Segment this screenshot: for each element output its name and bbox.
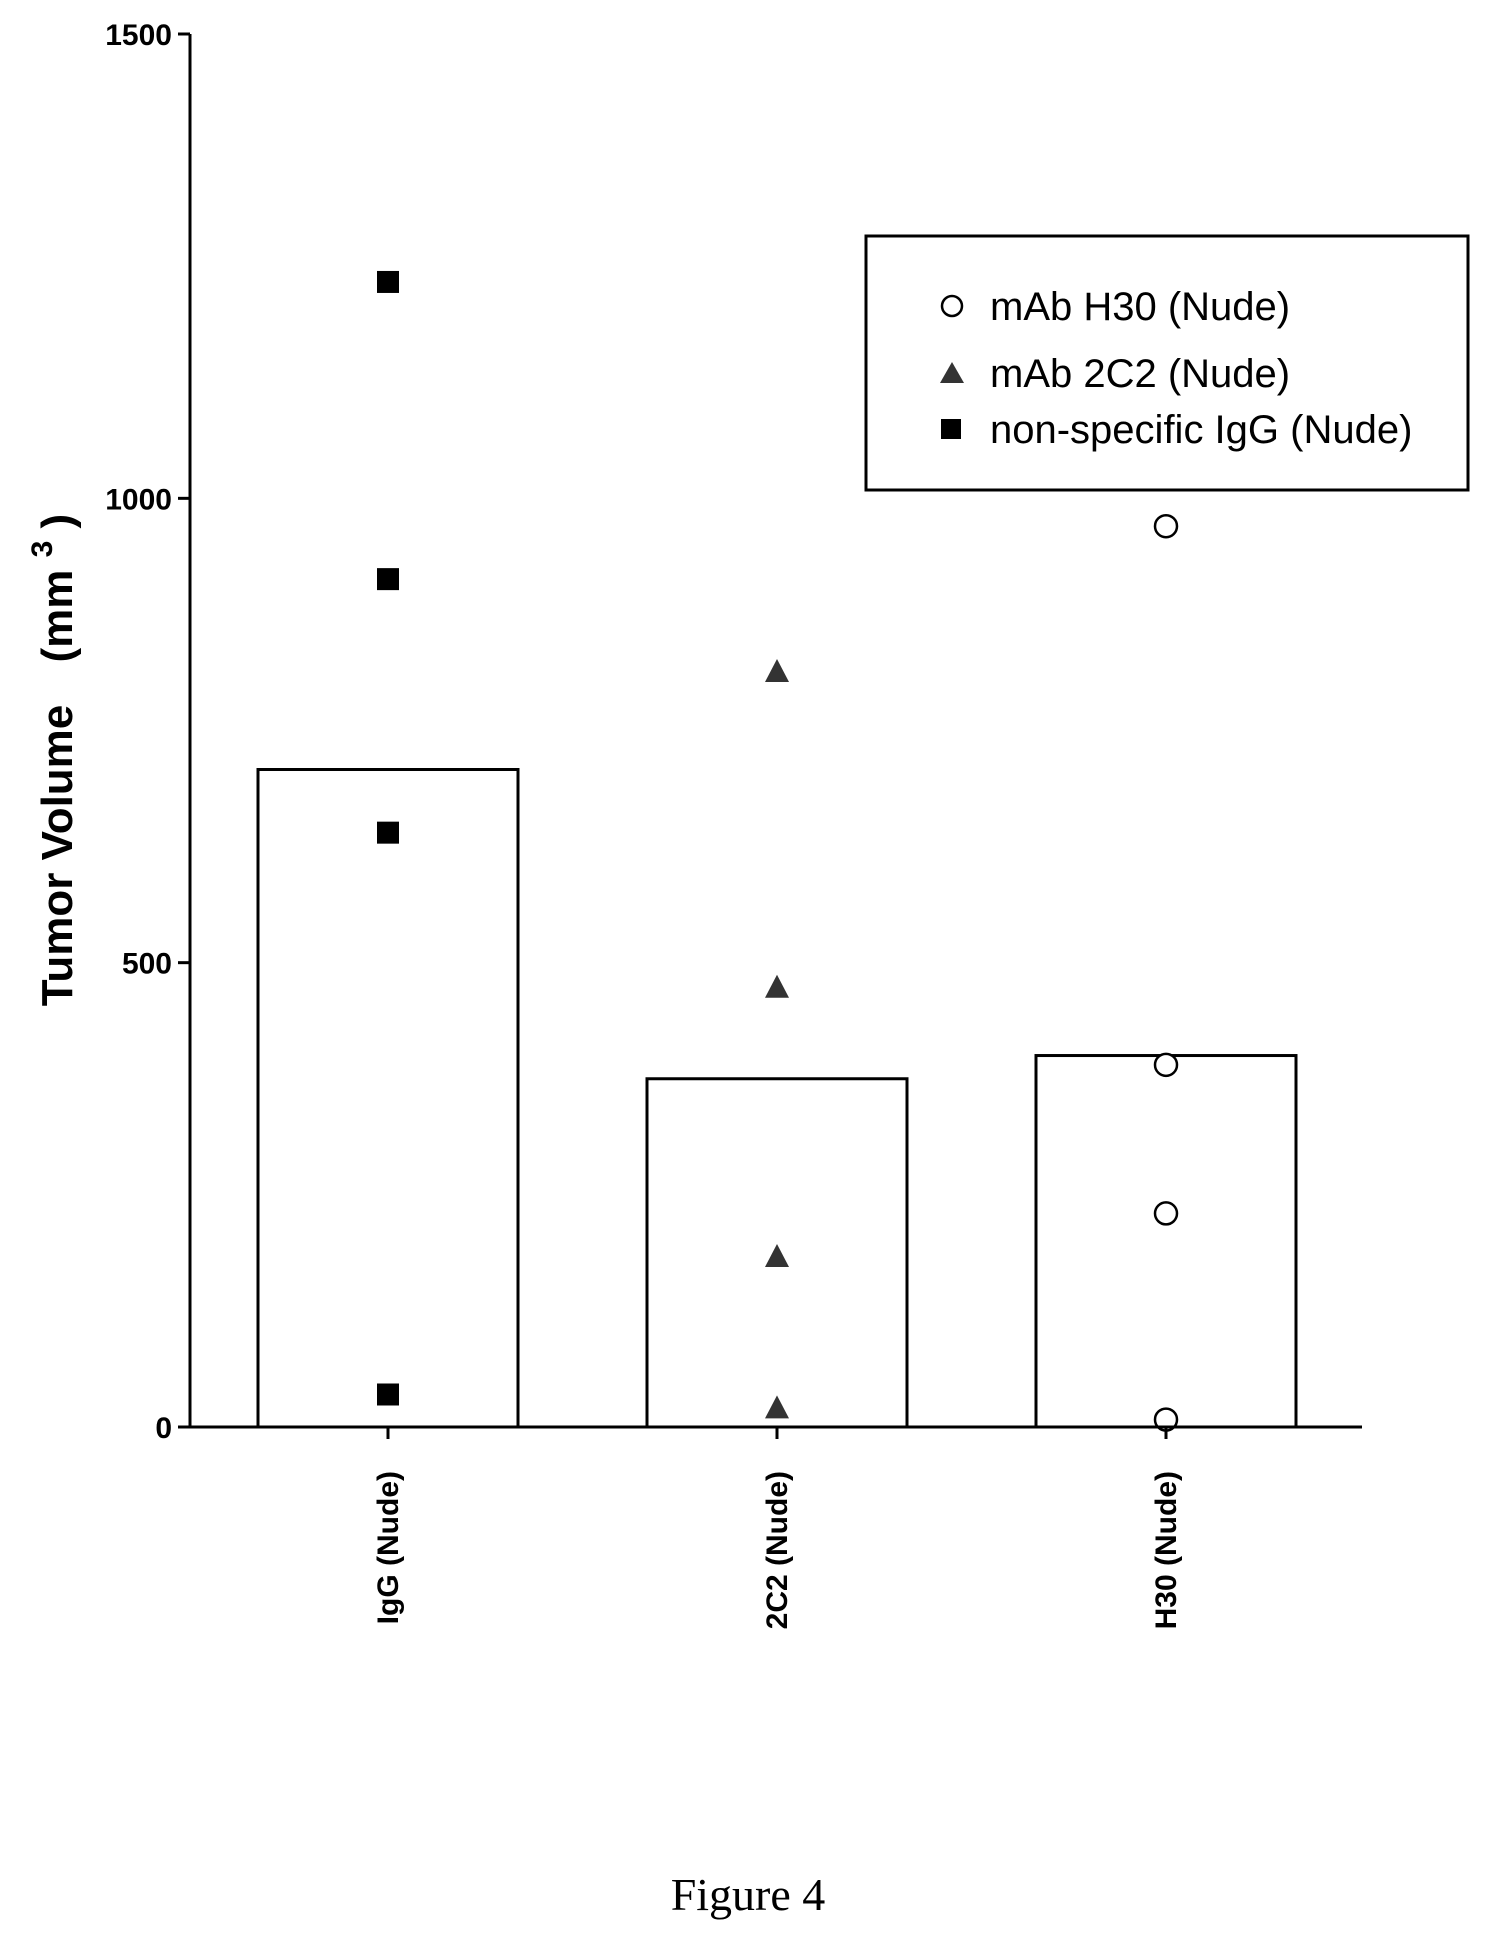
legend-label-igg: non-specific IgG (Nude) xyxy=(990,408,1412,452)
legend-label-h30: mAb H30 (Nude) xyxy=(990,285,1290,329)
y-tick-label: 500 xyxy=(122,948,172,981)
points-group xyxy=(377,270,1179,1432)
y-axis-unit: (mm xyxy=(33,570,82,663)
y-ticks: 0 500 1000 1500 xyxy=(105,19,190,1445)
data-point-circle xyxy=(1153,1201,1179,1226)
legend-square-marker xyxy=(941,419,961,439)
x-category-label: 2C2 (Nude) xyxy=(761,1471,794,1629)
bar-1 xyxy=(256,768,520,1429)
y-axis-unit-close: ) xyxy=(33,514,82,529)
data-point-triangle xyxy=(765,974,789,998)
legend-label-2c2: mAb 2C2 (Nude) xyxy=(990,352,1290,396)
y-axis-title: Tumor Volume xyxy=(33,705,82,1007)
data-point-triangle xyxy=(765,1244,789,1268)
y-axis-unit-superscript: 3 xyxy=(26,541,59,558)
data-point-circle xyxy=(1153,513,1179,539)
bar-3 xyxy=(1034,1054,1298,1429)
legend-box xyxy=(864,234,1470,492)
y-tick-label: 1500 xyxy=(105,19,172,52)
svg-text:Tumor Volume (mm 3: Tumor Volume (mm 3 ) xyxy=(13,514,82,1006)
legend-circle-marker xyxy=(940,294,964,318)
x-category-label: H30 (Nude) xyxy=(1150,1471,1183,1629)
y-tick-label: 0 xyxy=(155,1412,172,1445)
data-point-square xyxy=(377,821,399,844)
y-axis-label: Tumor Volume (mm 3 ) xyxy=(13,514,82,1006)
data-point-circle xyxy=(1153,1052,1179,1078)
y-tick-label: 1000 xyxy=(105,483,172,516)
data-point-square xyxy=(377,568,399,591)
figure-caption: Figure 4 xyxy=(670,1869,826,1920)
x-categories: IgG (Nude) 2C2 (Nude) H30 (Nude) xyxy=(372,1427,1183,1629)
data-point-triangle xyxy=(765,658,789,682)
legend-triangle-marker xyxy=(940,362,964,383)
bars-group xyxy=(256,768,1298,1429)
x-category-label: IgG (Nude) xyxy=(372,1471,405,1624)
data-point-square xyxy=(377,1383,399,1406)
data-point-triangle xyxy=(765,1395,789,1419)
legend: mAb H30 (Nude) mAb 2C2 (Nude) non-specif… xyxy=(864,234,1470,492)
data-point-square xyxy=(377,270,399,293)
